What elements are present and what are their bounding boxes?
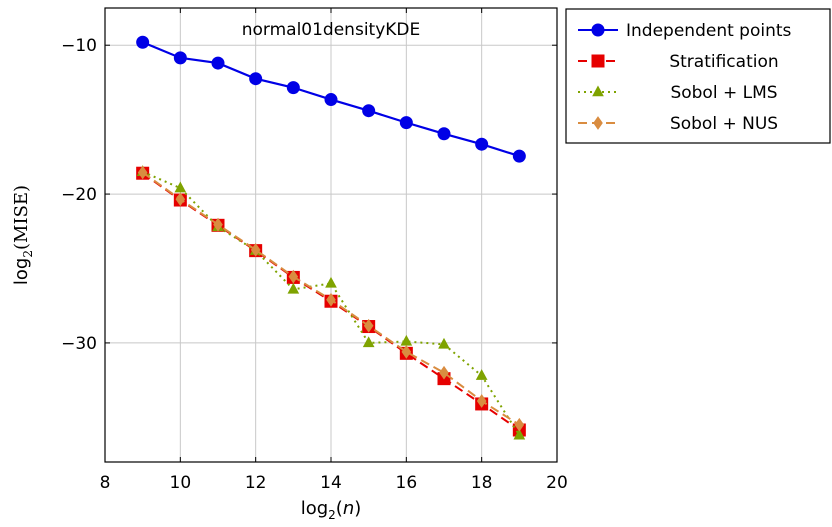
legend-marker (591, 23, 605, 37)
chart-title: normal01densityKDE (242, 20, 421, 40)
y-axis-title-log: log (11, 258, 32, 285)
legend-label: Sobol + LMS (670, 83, 777, 103)
y-axis-title-base: 2 (21, 250, 35, 258)
data-point (250, 243, 261, 257)
y-axis-title: log2(MISE) (11, 185, 35, 285)
legend-marker (591, 54, 605, 68)
data-point (286, 81, 300, 95)
legend-label: Sobol + NUS (670, 114, 778, 134)
data-point (325, 276, 337, 288)
legend-marker (593, 116, 603, 130)
y-axis-title-arg: (MISE) (11, 185, 32, 250)
legend-entry: Independent points (578, 21, 792, 41)
legend-box (565, 8, 831, 144)
x-axis-title-var: n (343, 498, 354, 519)
legend-label: Stratification (669, 52, 778, 72)
data-point (173, 51, 187, 65)
data-point (514, 417, 525, 432)
x-axis-title-base: 2 (328, 508, 336, 522)
y-tick-label: −10 (61, 36, 97, 56)
x-tick-label: 18 (471, 473, 493, 493)
data-point (475, 369, 488, 380)
data-point (401, 344, 412, 359)
data-point (438, 337, 450, 349)
x-tick-label: 14 (320, 473, 342, 493)
data-point (400, 334, 413, 346)
data-point (437, 127, 451, 141)
legend-entry: Sobol + LMS (578, 83, 778, 103)
data-point (439, 365, 449, 380)
data-point (475, 137, 489, 151)
data-point (513, 428, 526, 440)
y-tick-label: −20 (61, 185, 97, 205)
series-independent-points (136, 35, 526, 163)
legend: Independent points Stratification Sobol + … (565, 8, 831, 144)
data-point (363, 318, 374, 333)
legend-label: Independent points (626, 21, 792, 41)
y-tick-label: −30 (61, 334, 97, 354)
legend-entry: Stratification (578, 52, 779, 72)
x-tick-label: 12 (245, 473, 267, 493)
tick-layer: 8 10 12 14 16 18 20 −30 −20 −10 (61, 8, 568, 493)
x-axis-title-close: ) (354, 498, 361, 519)
x-tick-label: 8 (100, 473, 111, 493)
data-point (512, 149, 526, 163)
x-axis-title-arg: ( (336, 498, 343, 519)
data-point (287, 282, 300, 294)
data-point (362, 336, 375, 348)
data-point (249, 72, 263, 86)
grid-lines (105, 8, 557, 462)
data-point (476, 394, 487, 408)
series-sobol-nus (137, 165, 525, 432)
data-point (211, 56, 225, 70)
data-point (175, 192, 186, 207)
x-axis-title: log2(n) (301, 498, 362, 522)
data-point (399, 116, 413, 130)
x-tick-label: 20 (546, 473, 568, 493)
x-tick-label: 16 (396, 473, 418, 493)
legend-entry: Sobol + NUS (578, 114, 778, 134)
data-point (324, 93, 338, 107)
series-layer (136, 35, 526, 440)
data-point (174, 181, 187, 193)
data-point (136, 35, 150, 49)
legend-entries: Independent points Stratification Sobol + … (578, 21, 792, 134)
data-point (326, 292, 336, 307)
legend-marker (592, 85, 604, 97)
data-point (362, 104, 376, 118)
x-axis-title-log: log (301, 498, 328, 519)
data-point (288, 269, 299, 284)
x-tick-label: 10 (170, 473, 192, 493)
data-point (213, 217, 223, 232)
data-point (137, 165, 148, 180)
